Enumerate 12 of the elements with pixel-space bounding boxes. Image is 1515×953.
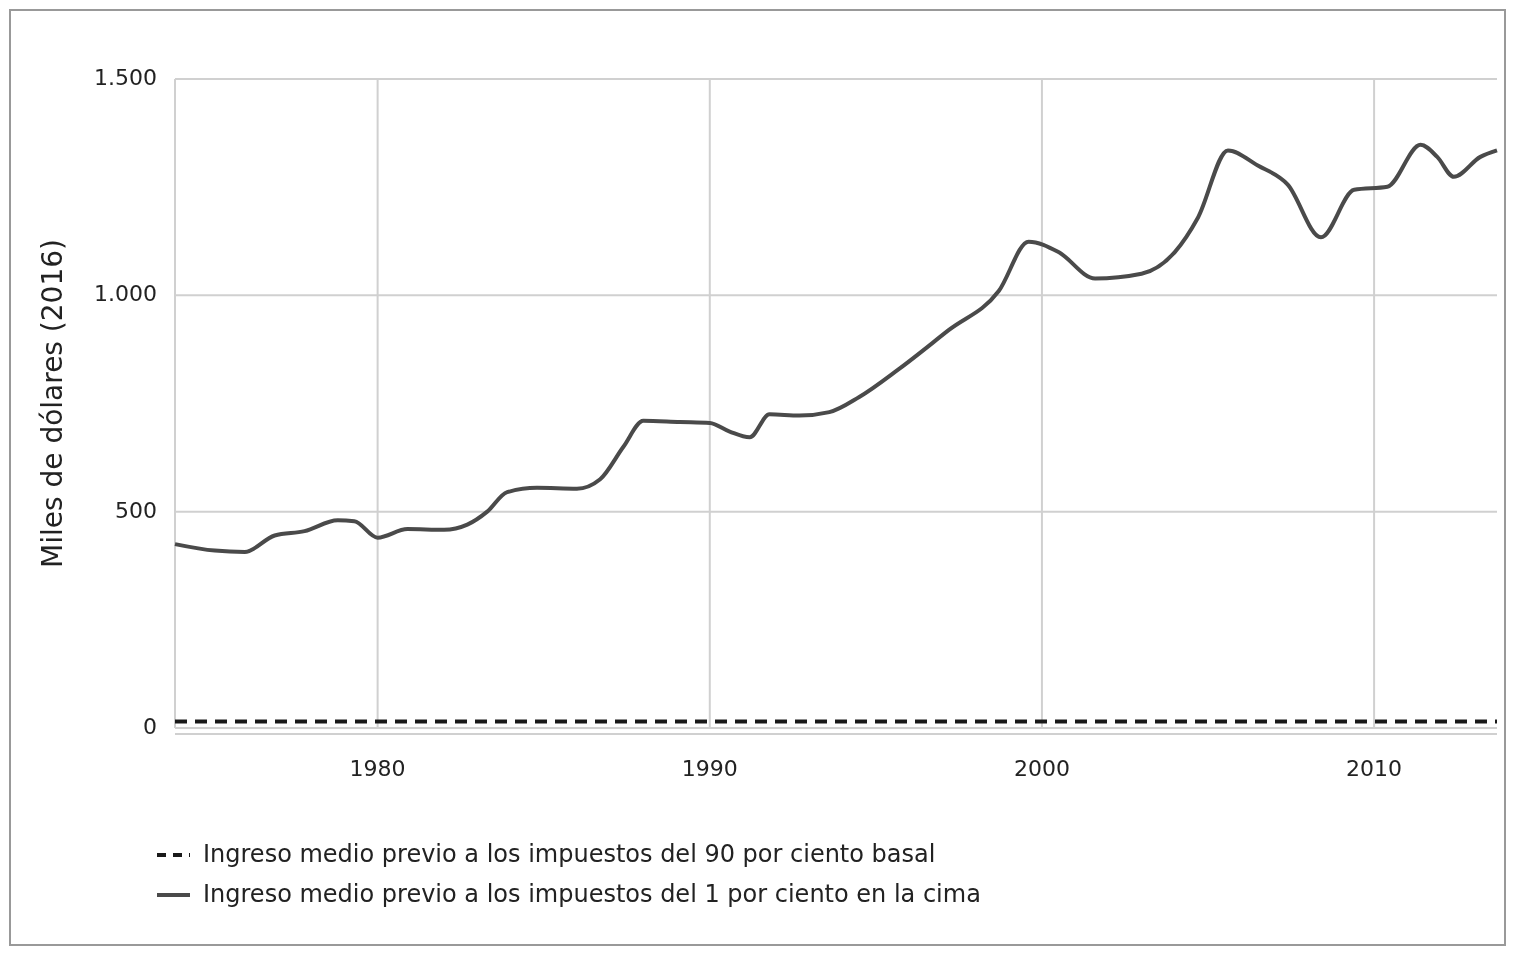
legend-label: Ingreso medio previo a los impuestos del 1 por ciento en la cima (203, 880, 981, 908)
legend-label: Ingreso medio previo a los impuestos del 90 por ciento basal (203, 840, 936, 868)
y-tick-label: 1.500 (94, 65, 157, 90)
x-tick-label: 1990 (681, 756, 738, 781)
y-axis-title: Miles de dólares (2016) (36, 239, 69, 568)
y-tick-label: 500 (115, 497, 157, 523)
x-tick-label: 2000 (1013, 756, 1070, 781)
y-tick-label: 0 (143, 714, 157, 739)
x-tick-label: 1980 (349, 756, 406, 781)
y-tick-label: 1.000 (94, 281, 157, 307)
x-tick-label: 2010 (1346, 756, 1403, 781)
line-series (173, 142, 1499, 554)
